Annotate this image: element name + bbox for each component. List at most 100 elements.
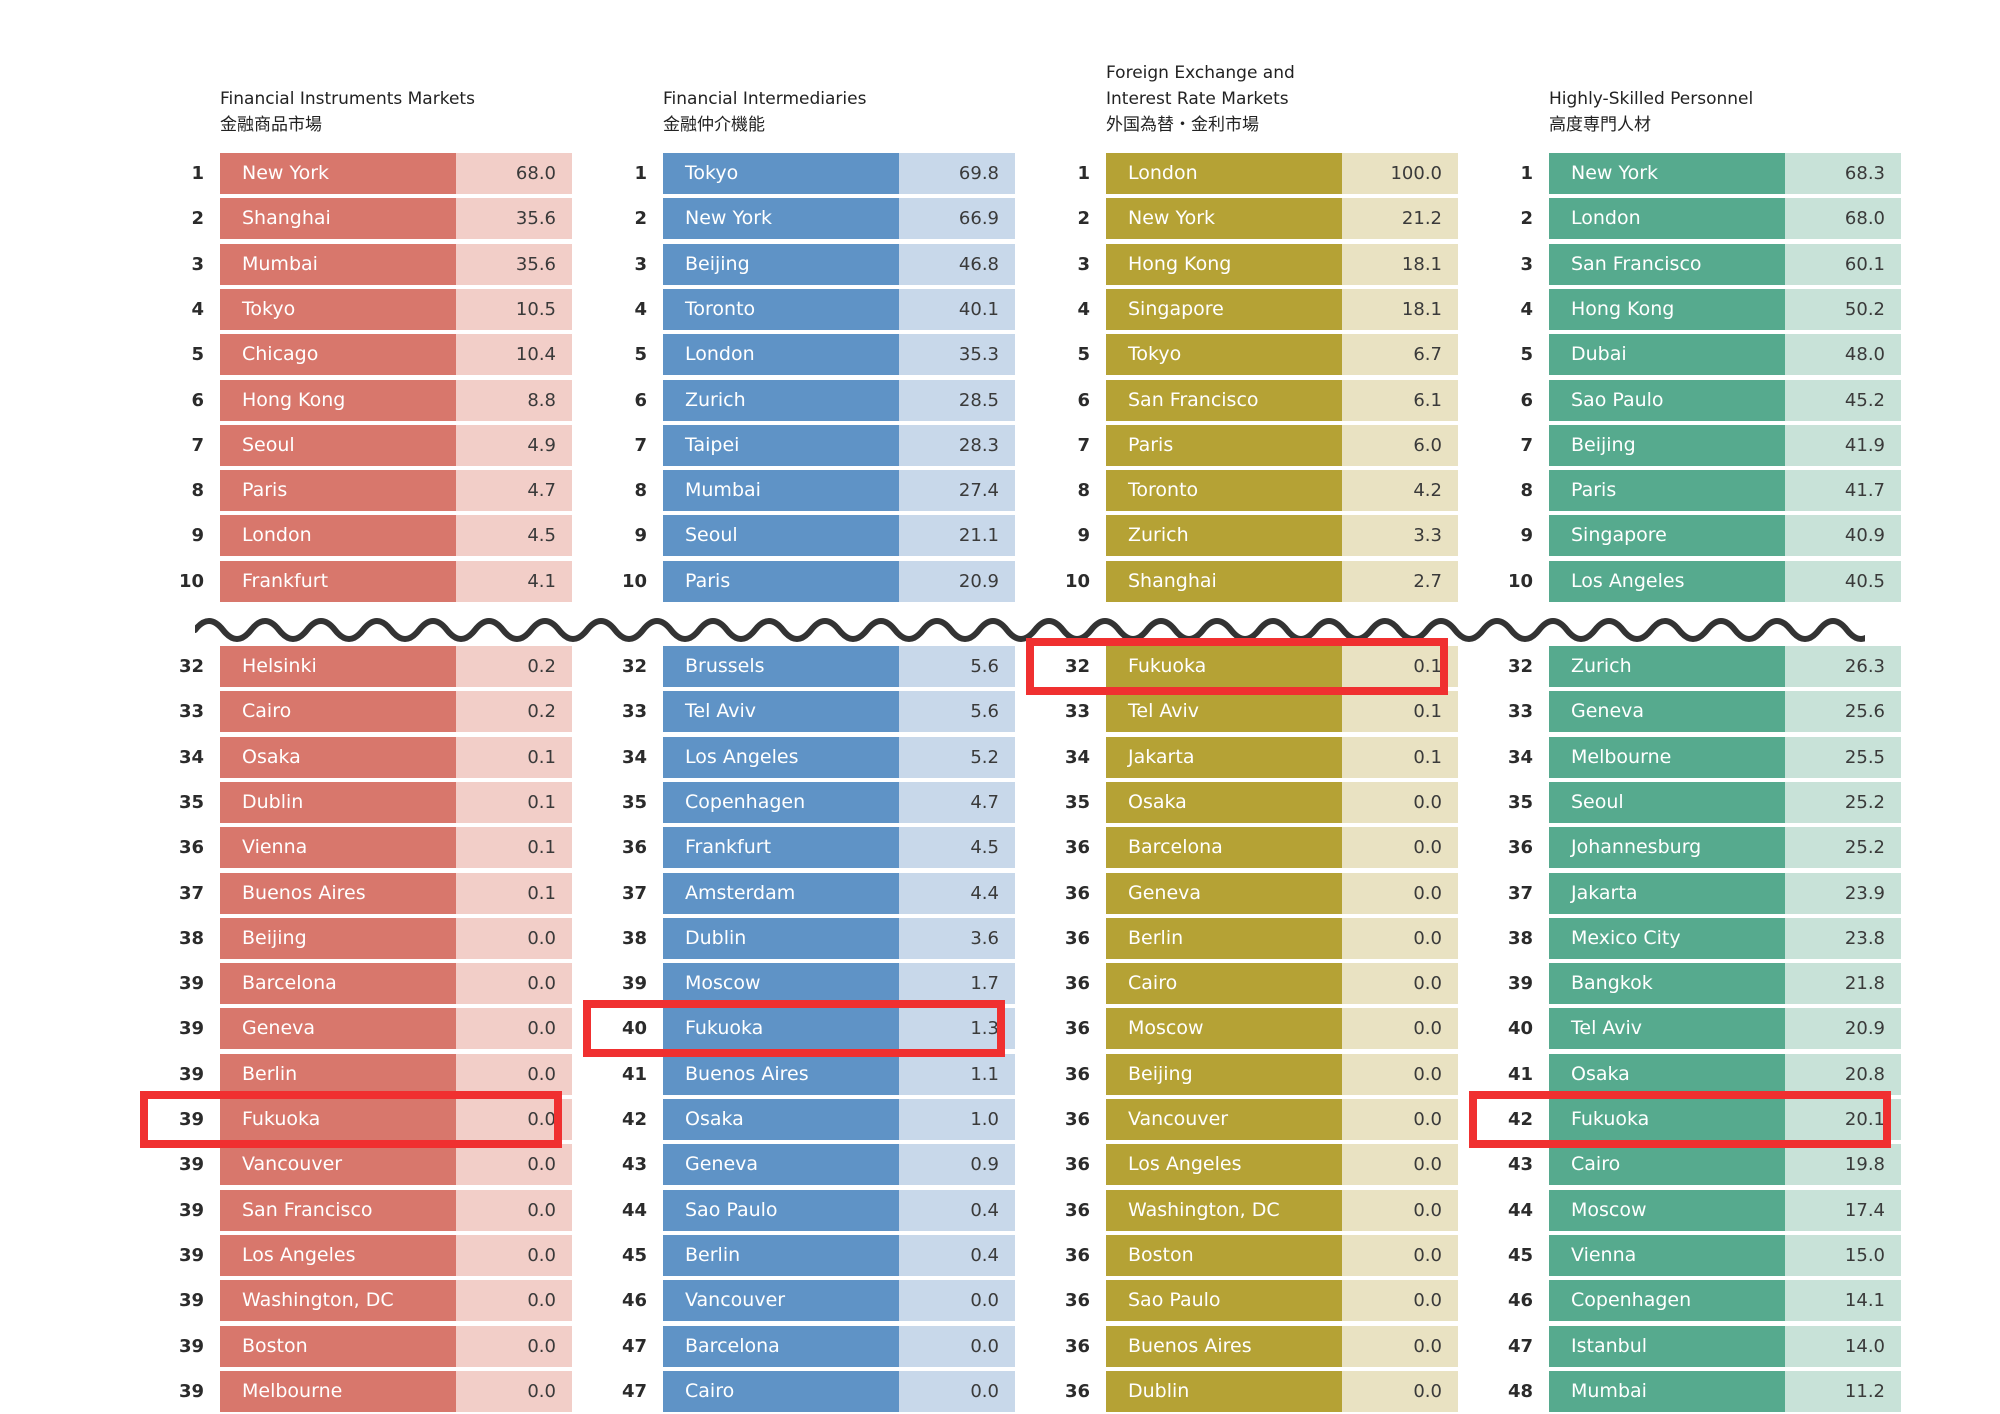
score-value-cell: 10.5: [456, 288, 572, 330]
score-value-cell: 14.1: [1785, 1280, 1901, 1322]
rank-number: 39: [178, 1244, 204, 1266]
table-row: 1 London 100.0: [1046, 153, 1486, 194]
ranking-panel-foreign-exchange: Foreign Exchange and Interest Rate Marke…: [1046, 0, 1486, 1414]
rank-number: 36: [1064, 1109, 1090, 1130]
city-name-cell: Melbourne: [220, 1370, 456, 1412]
city-name-cell: Helsinki: [220, 646, 456, 687]
score-value-cell: 18.1: [1342, 288, 1458, 330]
rank-number: 38: [178, 927, 204, 949]
city-name-cell: Geneva: [1106, 872, 1342, 914]
rank-number: 36: [1064, 927, 1090, 949]
table-row: 43 Cairo 19.8: [1489, 1144, 1929, 1186]
rank-number: 9: [191, 525, 204, 547]
table-row: 3 Mumbai 35.6: [160, 243, 600, 285]
rank-number: 32: [621, 656, 647, 677]
score-value-cell: 60.1: [1785, 243, 1901, 285]
table-row: 4 Tokyo 10.5: [160, 288, 600, 330]
score-value-cell: 0.0: [899, 1280, 1015, 1322]
city-name-cell: Seoul: [1549, 781, 1785, 823]
rank-number: 46: [621, 1290, 647, 1312]
table-row: 45 Vienna 15.0: [1489, 1234, 1929, 1276]
score-value-cell: 40.5: [1785, 560, 1901, 602]
rank-number: 36: [1064, 1199, 1090, 1221]
city-name-cell: Beijing: [663, 243, 899, 285]
city-name-cell: Osaka: [220, 736, 456, 778]
city-name-cell: Barcelona: [1106, 827, 1342, 869]
rank-number: 7: [634, 434, 647, 456]
score-value-cell: 1.1: [899, 1053, 1015, 1095]
rank-number: 5: [1520, 344, 1533, 366]
city-name-cell: Vancouver: [1106, 1099, 1342, 1140]
table-row: 37 Jakarta 23.9: [1489, 872, 1929, 914]
rank-number: 2: [1520, 208, 1533, 230]
rank-number: 10: [178, 570, 204, 592]
rank-number: 7: [1520, 434, 1533, 456]
city-name-cell: Buenos Aires: [220, 872, 456, 914]
table-row: 5 Dubai 48.0: [1489, 334, 1929, 376]
rank-number: 1: [1520, 163, 1533, 184]
table-row: 6 Hong Kong 8.8: [160, 379, 600, 421]
score-value-cell: 0.4: [899, 1189, 1015, 1231]
rank-number: 1: [191, 163, 204, 184]
city-name-cell: Washington, DC: [220, 1280, 456, 1322]
table-row: 36 Washington, DC 0.0: [1046, 1189, 1486, 1231]
city-name-cell: Cairo: [1549, 1144, 1785, 1186]
score-value-cell: 10.4: [456, 334, 572, 376]
table-row: 39 Vancouver 0.0: [160, 1144, 600, 1186]
city-name-cell: Cairo: [1106, 963, 1342, 1005]
score-value-cell: 4.5: [899, 827, 1015, 869]
city-name-cell: Amsterdam: [663, 872, 899, 914]
city-name-cell: Seoul: [220, 424, 456, 466]
rank-number: 6: [634, 389, 647, 411]
city-name-cell: Mumbai: [220, 243, 456, 285]
score-value-cell: 0.0: [456, 963, 572, 1005]
rank-number: 4: [1520, 298, 1533, 320]
score-value-cell: 0.0: [1342, 1144, 1458, 1186]
table-row: 38 Dublin 3.6: [603, 917, 1043, 959]
score-value-cell: 46.8: [899, 243, 1015, 285]
rank-number: 42: [1507, 1109, 1533, 1130]
score-value-cell: 45.2: [1785, 379, 1901, 421]
score-value-cell: 100.0: [1342, 153, 1458, 194]
table-row: 39 Los Angeles 0.0: [160, 1234, 600, 1276]
table-row: 45 Berlin 0.4: [603, 1234, 1043, 1276]
city-name-cell: San Francisco: [1549, 243, 1785, 285]
table-row: 32 Brussels 5.6: [603, 646, 1043, 687]
table-row: 1 New York 68.0: [160, 153, 600, 194]
city-name-cell: Moscow: [1106, 1008, 1342, 1050]
table-row: 2 New York 21.2: [1046, 198, 1486, 240]
score-value-cell: 3.6: [899, 917, 1015, 959]
city-name-cell: Tokyo: [663, 153, 899, 194]
table-row: 36 Johannesburg 25.2: [1489, 827, 1929, 869]
city-name-cell: Fukuoka: [1106, 646, 1342, 687]
rank-number: 1: [634, 163, 647, 184]
table-row: 33 Tel Aviv 5.6: [603, 691, 1043, 733]
rank-number: 38: [1507, 927, 1533, 949]
score-value-cell: 40.9: [1785, 515, 1901, 557]
table-row: 38 Beijing 0.0: [160, 917, 600, 959]
table-row: 39 Melbourne 0.0: [160, 1370, 600, 1412]
panel-subtitle: 高度専門人材: [1549, 115, 1651, 135]
score-value-cell: 68.3: [1785, 153, 1901, 194]
score-value-cell: 18.1: [1342, 243, 1458, 285]
rank-number: 6: [1520, 389, 1533, 411]
rank-number: 35: [178, 791, 204, 813]
city-name-cell: Fukuoka: [220, 1099, 456, 1140]
rank-number: 39: [178, 1380, 204, 1402]
rank-number: 48: [1507, 1380, 1533, 1402]
rank-number: 32: [1064, 656, 1090, 677]
table-row: 36 Barcelona 0.0: [1046, 827, 1486, 869]
score-value-cell: 19.8: [1785, 1144, 1901, 1186]
rank-number: 1: [1077, 163, 1090, 184]
table-row: 35 Osaka 0.0: [1046, 781, 1486, 823]
rank-number: 34: [621, 746, 647, 768]
table-row: 39 San Francisco 0.0: [160, 1189, 600, 1231]
rank-number: 37: [1507, 882, 1533, 904]
city-name-cell: Osaka: [1106, 781, 1342, 823]
table-row: 5 Tokyo 6.7: [1046, 334, 1486, 376]
table-row: 9 Singapore 40.9: [1489, 515, 1929, 557]
city-name-cell: Mumbai: [663, 470, 899, 512]
score-value-cell: 0.0: [456, 917, 572, 959]
table-row: 7 Beijing 41.9: [1489, 424, 1929, 466]
city-name-cell: Chicago: [220, 334, 456, 376]
